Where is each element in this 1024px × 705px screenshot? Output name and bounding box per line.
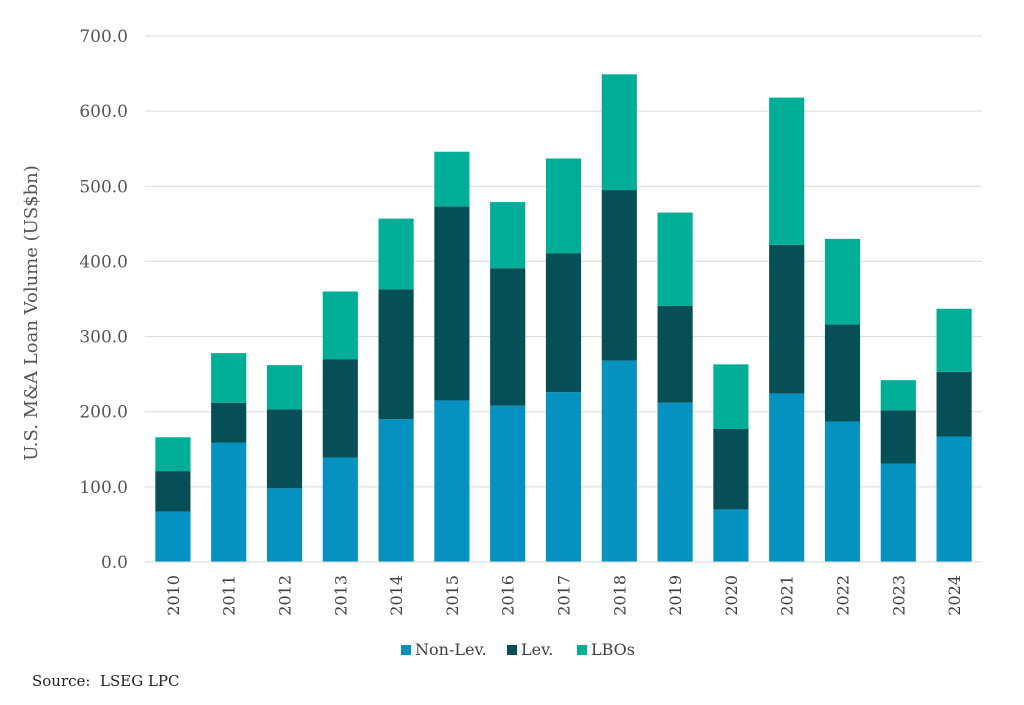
legend-swatch	[577, 645, 587, 655]
y-tick-label: 700.0	[79, 27, 128, 47]
bar-lev	[211, 402, 247, 443]
bar-lbos	[824, 238, 861, 325]
bar-lbos	[769, 97, 805, 245]
legend-label: LBOs	[591, 640, 635, 659]
bar-non-lev	[657, 402, 693, 562]
bar-lev	[155, 471, 191, 512]
bar-non-lev	[490, 405, 526, 562]
bar-lev	[713, 428, 749, 510]
bar-non-lev	[824, 421, 861, 562]
legend-swatch	[507, 645, 517, 655]
x-tick-label: 2018	[610, 575, 629, 616]
bar-non-lev	[155, 511, 191, 562]
bar-lev	[880, 410, 916, 464]
bar-non-lev	[713, 509, 749, 562]
x-tick-label: 2019	[666, 575, 685, 616]
y-tick-label: 300.0	[79, 328, 128, 348]
bar-lbos	[713, 364, 749, 429]
bar-lbos	[266, 365, 303, 410]
bar-lbos	[490, 202, 526, 269]
bar-non-lev	[266, 488, 303, 562]
bar-non-lev	[211, 442, 247, 562]
bar-lbos	[601, 74, 637, 191]
bar-non-lev	[601, 360, 637, 562]
bar-lbos	[211, 353, 247, 403]
legend-label: Non-Lev.	[415, 640, 487, 659]
bar-lev	[434, 206, 470, 401]
x-tick-label: 2013	[331, 575, 350, 616]
y-tick-label: 500.0	[79, 177, 128, 197]
y-tick-label: 400.0	[79, 252, 128, 272]
bar-lev	[378, 289, 414, 420]
y-tick-label: 0.0	[101, 553, 128, 573]
bar-lbos	[936, 308, 972, 372]
y-tick-label: 600.0	[79, 102, 128, 122]
x-tick-label: 2011	[220, 575, 239, 616]
legend-label: Lev.	[521, 640, 553, 659]
y-tick-label: 100.0	[79, 478, 128, 498]
x-tick-label: 2024	[945, 575, 964, 616]
bar-lev	[824, 324, 861, 422]
chart: 0.0 100.0 200.0 300.0 400.0 500.0 600.0 700.0 2…	[21, 27, 982, 659]
bar-non-lev	[880, 463, 916, 562]
bar-lbos	[378, 218, 414, 290]
bar-lev	[266, 409, 303, 489]
bar-non-lev	[936, 436, 972, 562]
bar-non-lev	[378, 419, 414, 562]
bar-lev	[322, 359, 358, 458]
bar-non-lev	[769, 393, 805, 562]
bar-lbos	[880, 380, 916, 411]
y-tick-label: 200.0	[79, 403, 128, 423]
bar-lbos	[322, 291, 358, 360]
y-axis-ticks: 0.0 100.0 200.0 300.0 400.0 500.0 600.0 700.0	[79, 27, 128, 573]
bar-lev	[657, 305, 693, 403]
bar-lev	[490, 268, 526, 406]
x-tick-label: 2017	[555, 575, 574, 616]
x-tick-label: 2016	[499, 575, 518, 616]
bar-lev	[601, 190, 637, 361]
x-tick-label: 2012	[276, 575, 295, 616]
x-tick-label: 2023	[889, 575, 908, 616]
x-tick-label: 2010	[164, 575, 183, 616]
bar-lbos	[155, 437, 191, 472]
x-tick-label: 2021	[778, 575, 797, 616]
bar-lev	[545, 253, 582, 393]
bar-lbos	[434, 151, 470, 207]
bar-non-lev	[434, 400, 470, 562]
legend: Non-Lev. Lev. LBOs	[401, 640, 635, 659]
legend-swatch	[401, 645, 411, 655]
x-tick-label: 2015	[443, 575, 462, 616]
x-tick-label: 2022	[834, 575, 853, 616]
bar-lbos	[545, 158, 582, 254]
y-axis-title: U.S. M&A Loan Volume (US$bn)	[21, 165, 42, 460]
source-note: Source: LSEG LPC	[32, 672, 180, 690]
x-tick-label: 2014	[387, 575, 406, 616]
bar-non-lev	[545, 392, 582, 562]
bar-non-lev	[322, 457, 358, 562]
x-axis-ticks: 2010 2011 2012 2013 2014 2015 2016 2017 2018 2019…	[164, 575, 964, 616]
bar-lbos	[657, 212, 693, 306]
bar-lev	[936, 371, 972, 437]
bars	[155, 74, 972, 562]
bar-lev	[769, 244, 805, 394]
x-tick-label: 2020	[722, 575, 741, 616]
